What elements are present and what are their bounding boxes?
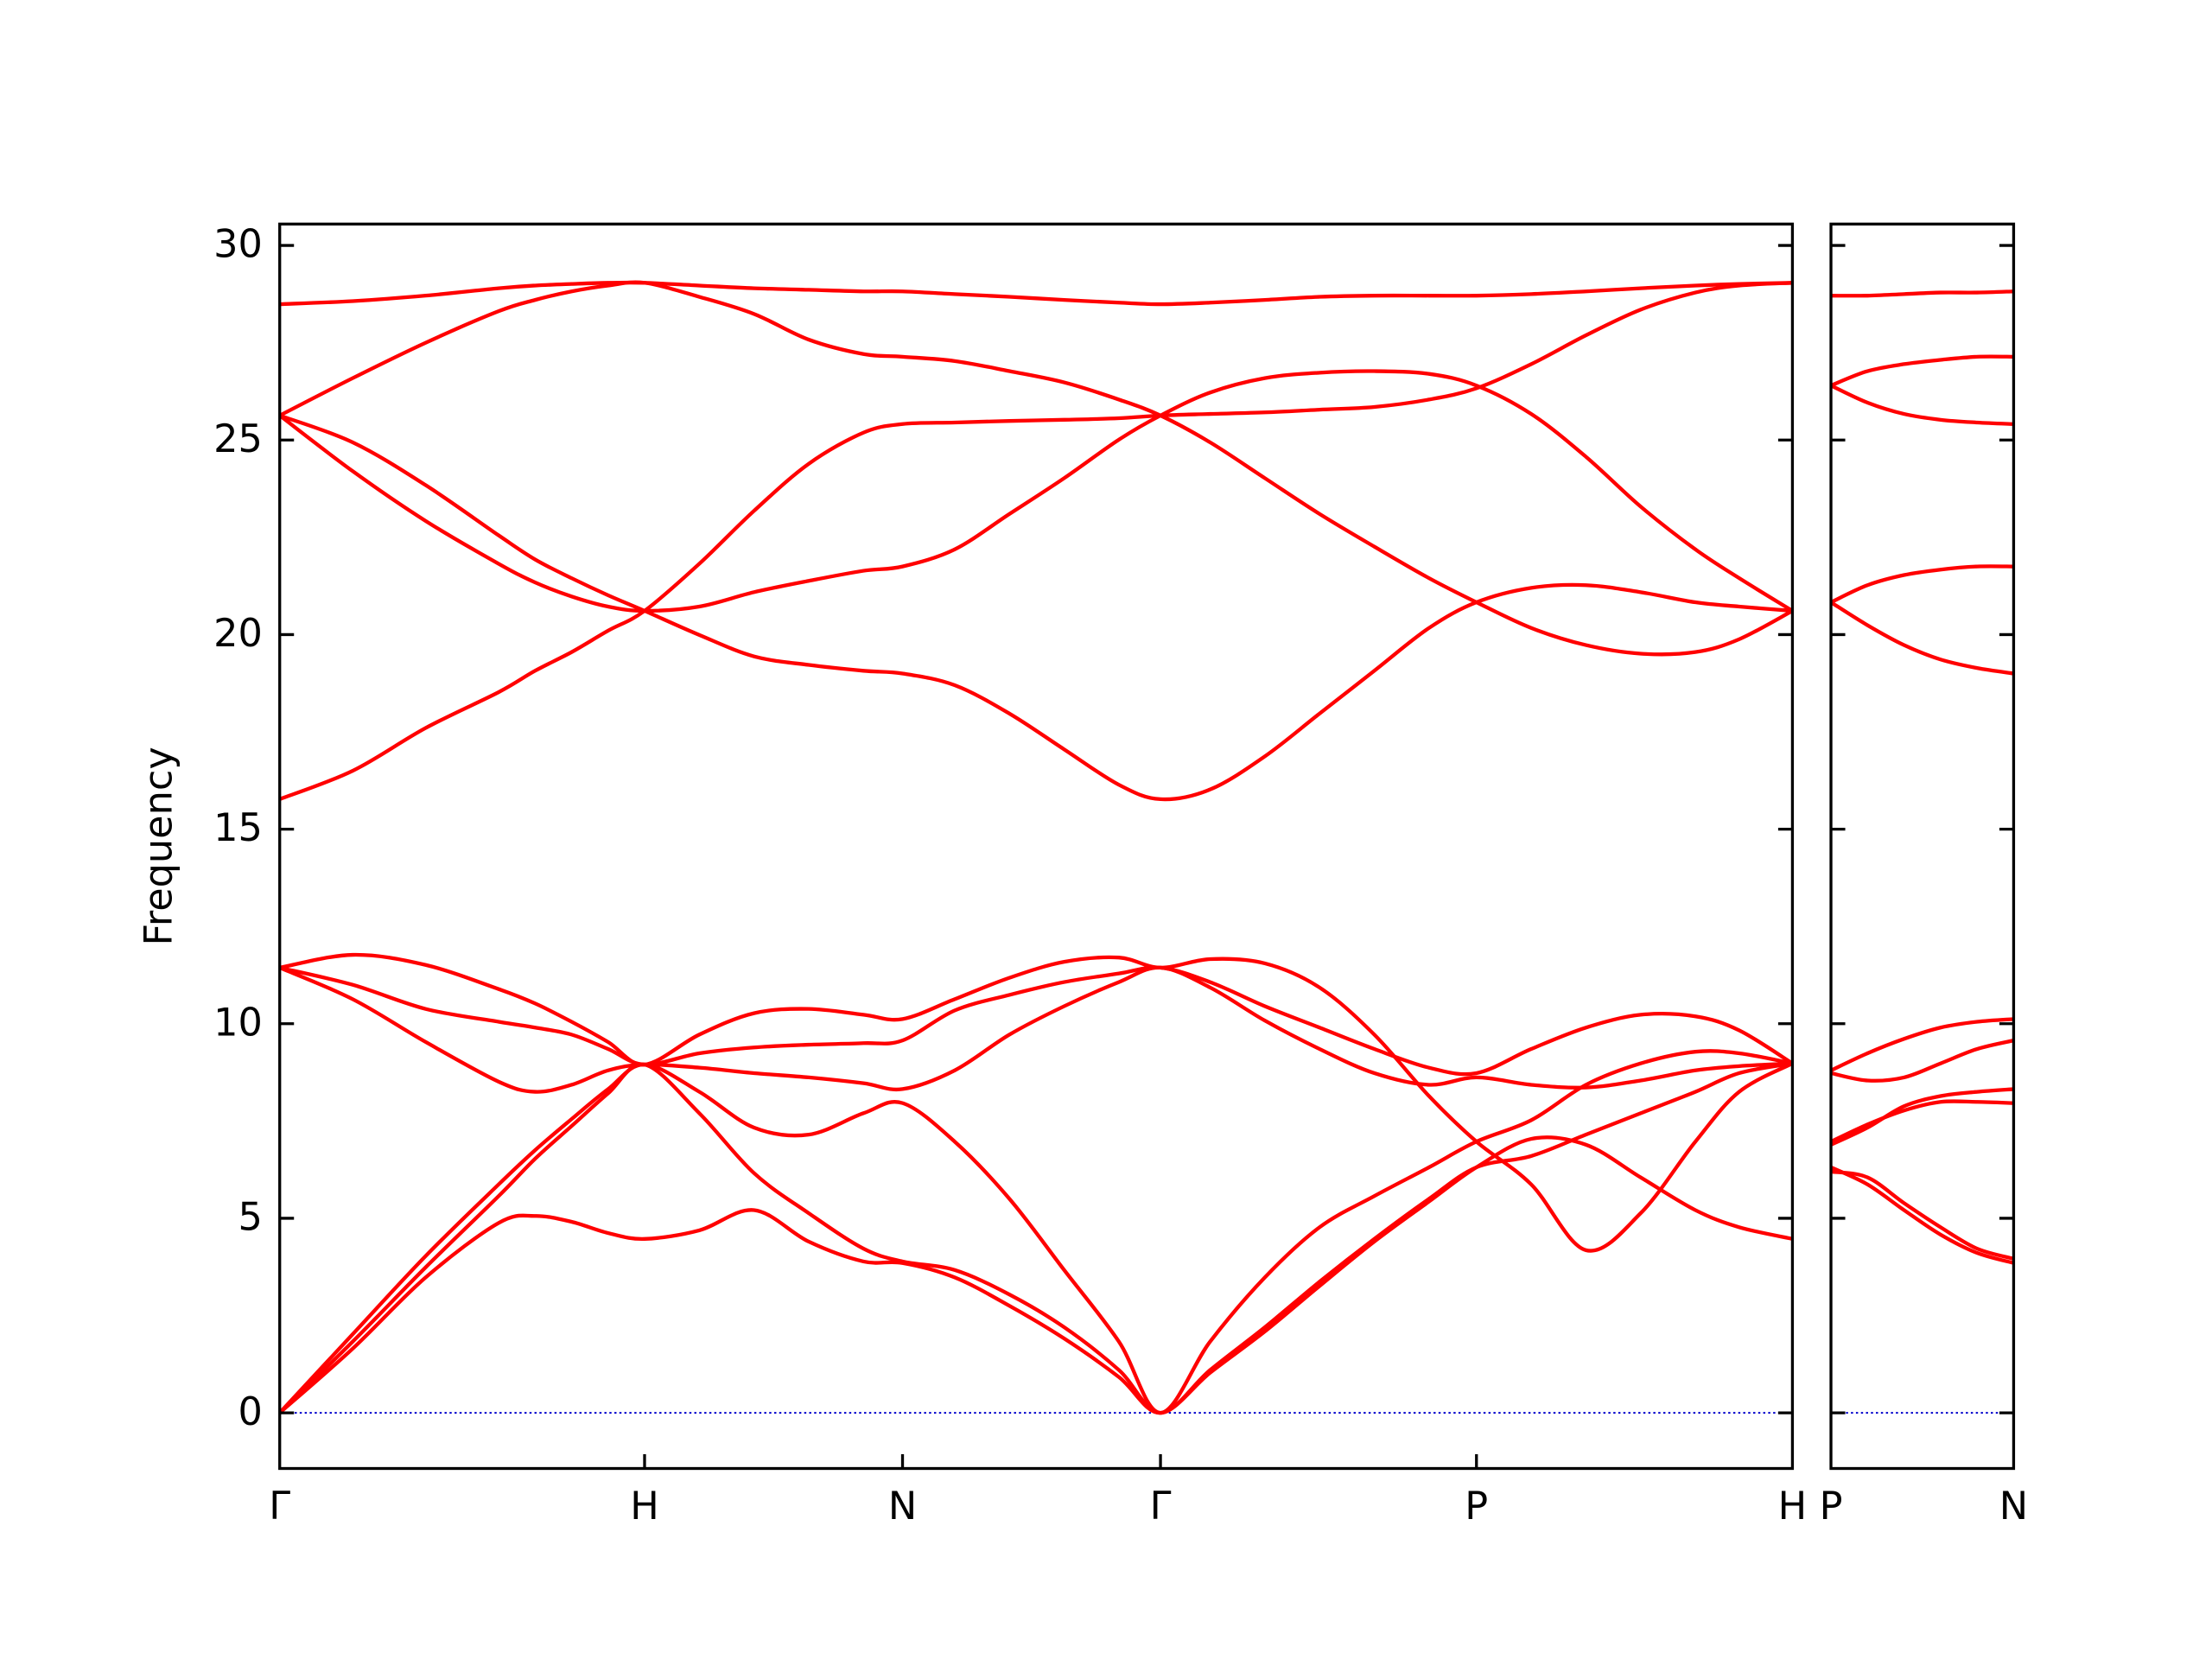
band-line (1831, 601, 2014, 676)
y-tick-label: 25 (213, 416, 263, 461)
band-line (1831, 1039, 2014, 1083)
y-tick-label: 15 (213, 805, 263, 850)
band-line (1831, 354, 2014, 388)
x-tick-label: P (1820, 1484, 1843, 1529)
panel: 0 5 10 15 20 25 30 Γ H N Γ P H Frequency (137, 222, 1808, 1529)
band-line (279, 965, 1793, 1094)
x-tick-label: N (888, 1484, 917, 1529)
y-tick-label: 30 (213, 222, 263, 267)
band-line (279, 1049, 1793, 1415)
bands (279, 280, 1793, 1415)
band-line (1831, 289, 2014, 298)
band-line (279, 369, 1793, 613)
band-line (1831, 564, 2014, 604)
y-axis-label: Frequency (137, 747, 181, 945)
plot-frame (1829, 222, 2016, 1471)
x-tick-label: P (1465, 1484, 1488, 1529)
band-line (279, 280, 1793, 657)
y-tick-label: 10 (213, 1000, 263, 1045)
band-line (1831, 1017, 2014, 1072)
band-line (279, 281, 1793, 801)
band-line (1831, 1169, 2014, 1261)
x-tick-label: H (630, 1484, 659, 1529)
band-line (1831, 1165, 2014, 1265)
x-tick-label: Γ (1150, 1484, 1172, 1529)
y-tick-label: 5 (238, 1195, 263, 1240)
y-tick-label: 20 (213, 611, 263, 656)
band-line (279, 1135, 1793, 1415)
band-line (279, 1061, 1793, 1415)
band-line (1831, 384, 2014, 426)
x-tick-label: Γ (269, 1484, 290, 1529)
band-line (279, 965, 1793, 1077)
y-tick-label: 0 (238, 1389, 263, 1434)
band-line (1831, 1099, 2014, 1144)
band-line (279, 413, 1793, 802)
band-line (279, 952, 1793, 1253)
band-line (1831, 1087, 2014, 1147)
plot-frame (278, 222, 1795, 1471)
band-line (279, 280, 1793, 307)
x-tick-label: H (1778, 1484, 1808, 1529)
x-tick-label: N (1999, 1484, 2028, 1529)
bands (1831, 289, 2014, 1265)
